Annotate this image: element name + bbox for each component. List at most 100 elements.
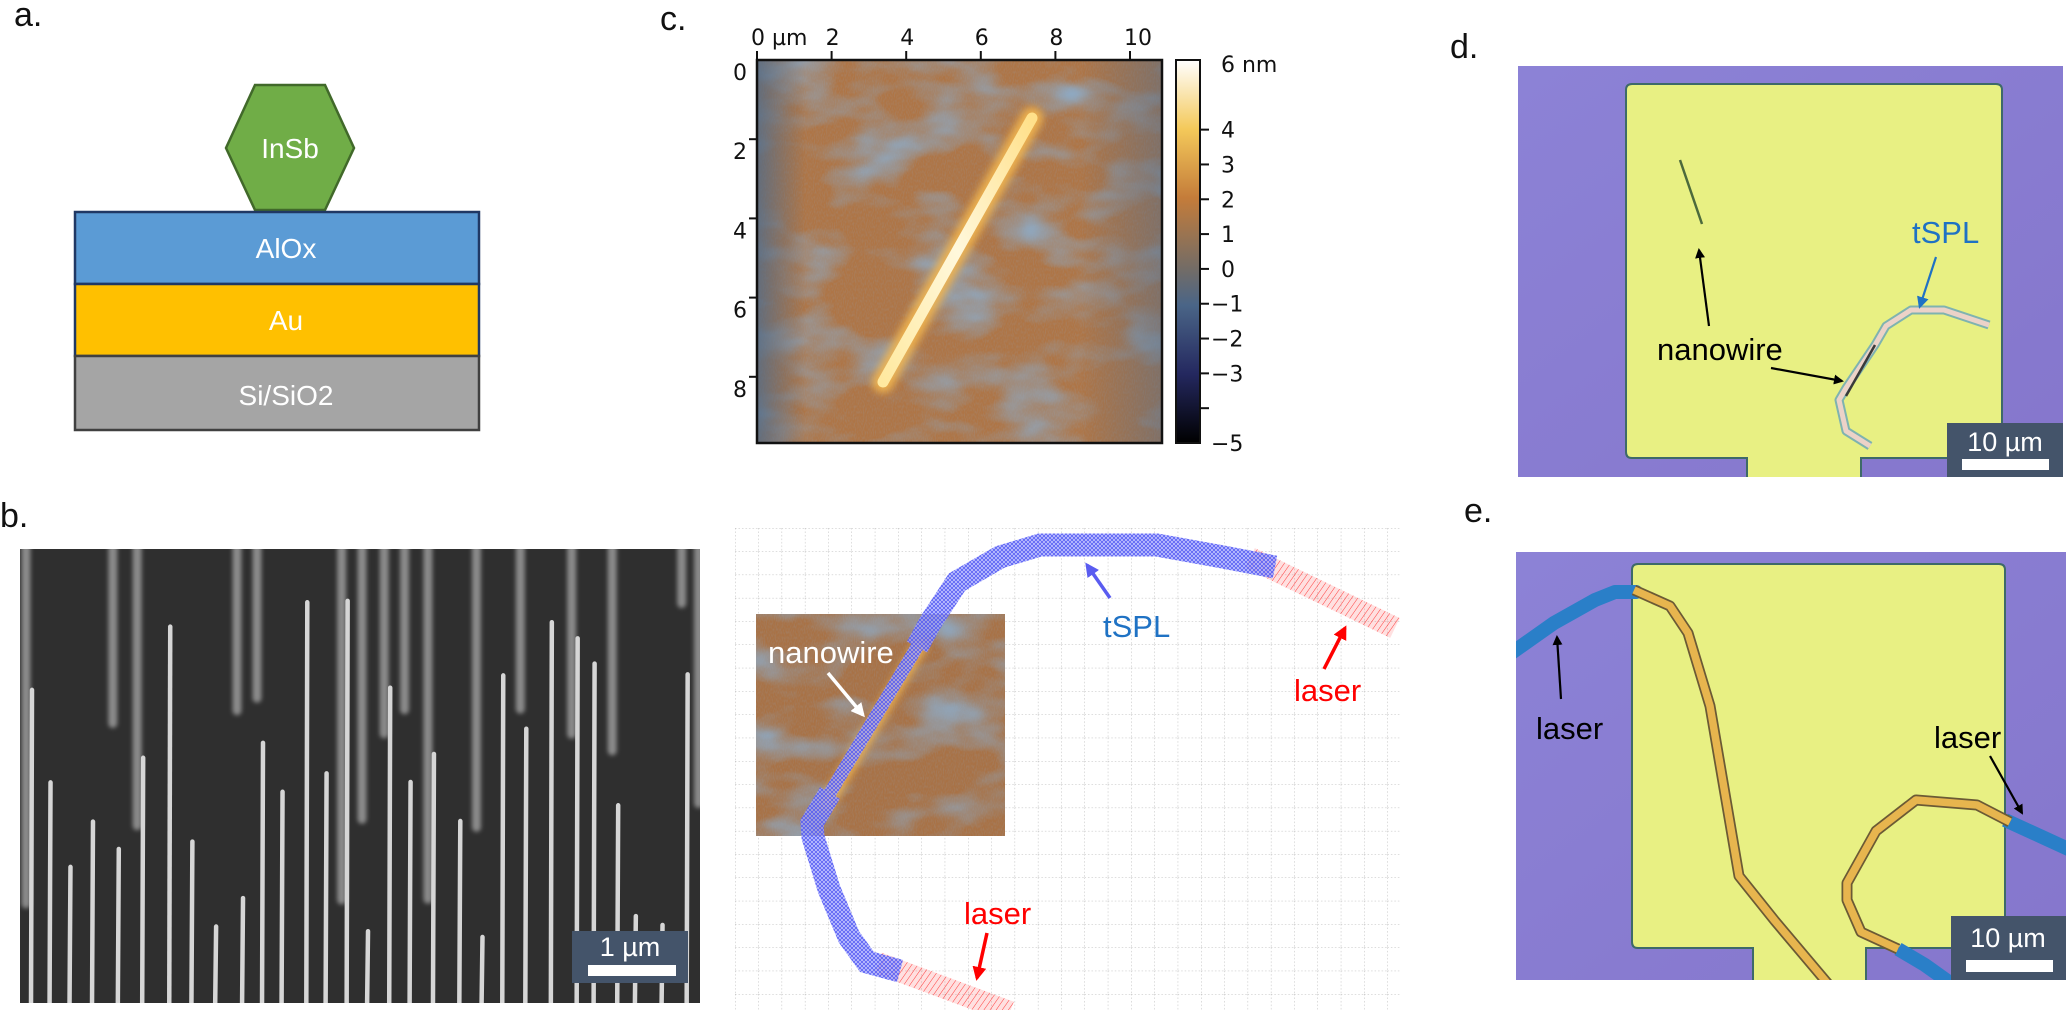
- y-tick-label: 6: [733, 299, 747, 324]
- tspl-path-nanowire-section: [824, 643, 923, 797]
- x-tick-label: 6: [975, 26, 989, 51]
- y-tick-label: 4: [733, 219, 747, 244]
- sem-nanowire: [139, 755, 146, 1003]
- sem-nanowire: [500, 673, 506, 1003]
- nanowire-d-patterned: [1844, 344, 1877, 397]
- afm-image: [757, 60, 1162, 443]
- sem-nanowire: [430, 751, 437, 1003]
- overlay-tspl-label: tSPL: [1103, 609, 1170, 644]
- d-nanowire-label: nanowire: [1657, 332, 1783, 367]
- sem-nanowire: [167, 624, 173, 1003]
- optical-image-d: [1518, 66, 2063, 477]
- colorbar-tick-label: −3: [1211, 362, 1243, 387]
- scale-bar-b-label: 1 µm: [600, 932, 661, 962]
- panel-b: b. 1 µm: [0, 497, 700, 1003]
- colorbar-tick-label: 2: [1221, 188, 1235, 213]
- panel-label-d: d.: [1450, 28, 1478, 66]
- x-tick-label: 10: [1124, 26, 1152, 51]
- colorbar-tick-label: 3: [1221, 153, 1235, 178]
- panel-label-c: c.: [660, 0, 686, 38]
- overlay-nanowire-arrow: [826, 671, 865, 718]
- scale-bar-e-label: 10 µm: [1970, 923, 2046, 953]
- d-nanowire-arrow-2: [1770, 366, 1844, 385]
- alox-layer: [73, 210, 481, 286]
- gold-pad-d: [1625, 83, 2003, 477]
- substrate-label: Si/SiO2: [239, 380, 334, 411]
- afm-nanowire: [877, 112, 1038, 388]
- sem-nanowire: [259, 740, 266, 1003]
- afm-frame: [755, 58, 1164, 445]
- tspl-path: [800, 787, 904, 983]
- gold-pad-e: [1631, 563, 2006, 980]
- e-laser-left-arrow: [1552, 635, 1563, 700]
- sem-nanowire: [28, 687, 35, 1003]
- y-tick-label: 2: [733, 140, 747, 165]
- laser-path-bottom: [874, 952, 1014, 1010]
- au-label: Au: [269, 305, 303, 336]
- sem-nanowire: [364, 929, 371, 1003]
- sem-nanowire: [523, 726, 529, 1003]
- overlay-laser-bottom-label: laser: [964, 896, 1031, 931]
- panel-tspl-design: nanowire tSPL laser laser: [735, 528, 1400, 1010]
- scale-bar-d-label: 10 µm: [1967, 427, 2043, 457]
- y-tick-label: 8: [733, 378, 747, 403]
- scale-bar-b: 1 µm: [572, 931, 688, 983]
- overlay-nanowire-label: nanowire: [768, 635, 894, 670]
- laser-path-bottom-edge: [874, 952, 1014, 1010]
- colorbar-tick-label: 0: [1221, 258, 1235, 283]
- colorbar-tick-label: 1: [1221, 223, 1235, 248]
- colorbar-axis: 6 nm 4 3 2 1 0 −1 −2 −3 −5: [1200, 53, 1277, 457]
- sem-nanowire: [344, 598, 350, 1003]
- sem-nanowire: [89, 819, 96, 1003]
- d-tspl-label: tSPL: [1912, 215, 1979, 250]
- sem-nanowire: [189, 839, 195, 1003]
- sem-nanowire: [457, 818, 463, 1003]
- d-nanowire-arrow-1: [1695, 248, 1711, 327]
- tspl-path-upper: [906, 533, 1278, 653]
- tspl-trench-e-long: [1632, 586, 1830, 980]
- panel-d: d. nanowire tSPL 10 µm: [1450, 28, 2063, 477]
- panel-label-e: e.: [1464, 492, 1492, 530]
- panel-a: a. InSb AlOx Au Si/SiO2: [14, 0, 481, 432]
- sem-nanowire: [304, 600, 310, 1003]
- overlay-laser-bottom-arrow: [972, 932, 989, 981]
- afm-y-axis: 0 2 4 6 8: [733, 61, 757, 403]
- sem-nanowire: [67, 864, 73, 1003]
- afm-x-axis: 0 µm 2 4 6 8 10: [751, 26, 1152, 60]
- sem-nanowire: [239, 895, 246, 1003]
- colorbar-tick-label: −2: [1211, 328, 1243, 353]
- laser-trench-e-left: [1516, 585, 1643, 659]
- scale-bar-d: 10 µm: [1947, 423, 2063, 477]
- overlay-laser-right-arrow: [1322, 625, 1347, 670]
- afm-inset: [756, 614, 1005, 836]
- e-laser-right-arrow: [1989, 755, 2023, 815]
- substrate-layer: [73, 354, 481, 432]
- y-tick-label: 0: [733, 61, 747, 86]
- insb-label: InSb: [261, 133, 319, 164]
- colorbar-tick-label: 6 nm: [1221, 53, 1277, 78]
- sem-nanowire: [479, 934, 485, 1003]
- overlay-tspl-arrow: [1085, 562, 1112, 600]
- panel-e: e. laser laser 10 µm: [1464, 492, 2066, 980]
- insb-hexagon: [224, 83, 356, 212]
- x-tick-label: 2: [826, 26, 840, 51]
- sem-nanowire: [386, 685, 393, 1003]
- e-laser-right-label: laser: [1934, 720, 2001, 755]
- optical-image-e: [1516, 552, 2066, 980]
- d-tspl-arrow: [1917, 256, 1938, 309]
- colorbar-tick-label: 4: [1221, 119, 1235, 144]
- laser-trench-e-bottom: [1894, 942, 1959, 980]
- colorbar-tick-label: −1: [1211, 293, 1243, 318]
- alox-label: AlOx: [256, 233, 317, 264]
- nanowire-d-unpatterned: [1678, 159, 1704, 225]
- x-tick-label: 8: [1049, 26, 1063, 51]
- sem-nanowire: [407, 779, 413, 1003]
- laser-trench-e-right: [2002, 813, 2066, 856]
- e-laser-left-label: laser: [1536, 711, 1603, 746]
- sem-nanowire: [279, 789, 285, 1003]
- colorbar-tick-label: −5: [1211, 432, 1243, 457]
- sem-nanowire: [323, 771, 329, 1003]
- scale-bar-e: 10 µm: [1951, 916, 2066, 980]
